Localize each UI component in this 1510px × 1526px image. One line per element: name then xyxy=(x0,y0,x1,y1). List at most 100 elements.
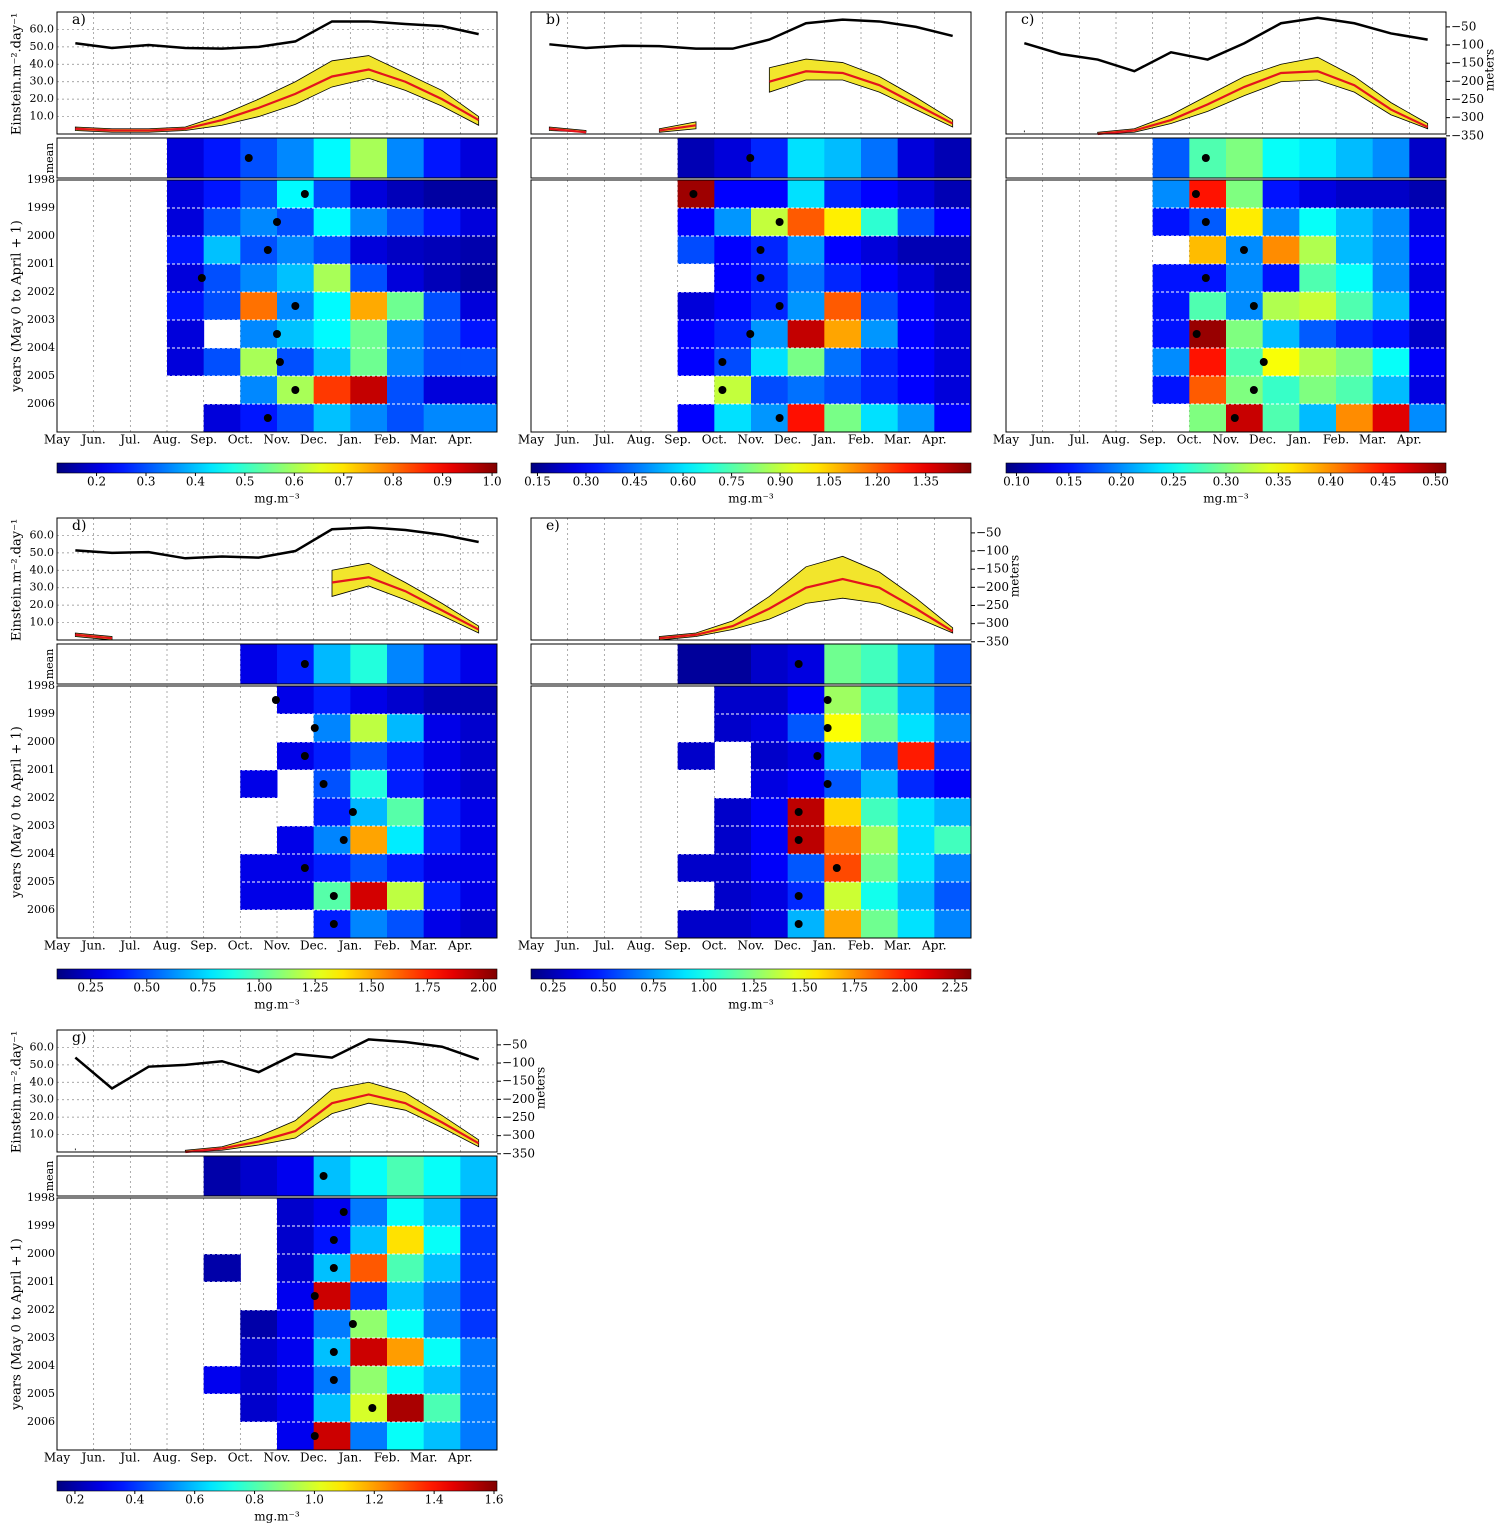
colorbar xyxy=(1005,462,1447,474)
y-tick-label: 40.0 xyxy=(30,57,55,70)
year-label: 2005 xyxy=(27,1387,55,1400)
colorbar xyxy=(530,462,972,474)
x-tick-label: Aug. xyxy=(626,939,655,953)
bloom-dot xyxy=(1239,246,1248,254)
heatmap-cell xyxy=(167,348,205,376)
heatmap-cell xyxy=(203,1366,241,1394)
heatmap-cell xyxy=(1152,320,1190,348)
y2-tick-label: −200 xyxy=(1451,74,1484,88)
heatmap-cell xyxy=(387,348,425,376)
heatmap-cell xyxy=(423,320,461,348)
heatmap-cell xyxy=(897,854,935,882)
bloom-dot xyxy=(718,386,727,394)
y2-tick-label: −150 xyxy=(502,1074,535,1088)
x-tick-label: Apr. xyxy=(1396,433,1422,447)
heatmap-cell xyxy=(897,404,935,432)
heatmap-cell xyxy=(934,264,972,292)
colorbar-tick-label: 0.45 xyxy=(1370,475,1397,489)
heatmap-cell xyxy=(460,348,498,376)
heatmap-cell xyxy=(1372,264,1410,292)
heatmap-cell xyxy=(460,1198,498,1226)
y-tick-label: 50.0 xyxy=(30,546,55,559)
heatmap-cell xyxy=(350,882,388,910)
heatmap-cell xyxy=(1226,264,1264,292)
bloom-dot xyxy=(823,696,832,704)
heatmap-cell xyxy=(387,1394,425,1422)
par-range-band xyxy=(768,58,954,128)
y-axis-label: Einstein.m⁻².day⁻¹ xyxy=(10,13,25,135)
mean-cell xyxy=(460,644,498,684)
heatmap-cell xyxy=(460,854,498,882)
heatmap-cell xyxy=(240,292,278,320)
mean-cell xyxy=(1226,138,1264,178)
heatmap-cell xyxy=(861,320,899,348)
mean-cell xyxy=(787,644,825,684)
colorbar-tick-label: 1.00 xyxy=(246,981,273,995)
heatmap-cell xyxy=(277,1310,315,1338)
heatmap-cell xyxy=(240,1394,278,1422)
heatmap-cell xyxy=(934,236,972,264)
heatmap-cell xyxy=(897,180,935,208)
mean-cell xyxy=(350,138,388,178)
heatmap-cell xyxy=(1409,264,1447,292)
colorbar-tick-label: 0.50 xyxy=(1422,475,1449,489)
year-label: 2000 xyxy=(27,1247,55,1260)
heatmap-cell xyxy=(861,742,899,770)
par-range-band xyxy=(184,1081,480,1153)
heatmap-cell xyxy=(1152,180,1190,208)
heatmap-cell xyxy=(787,910,825,938)
mean-cell xyxy=(677,138,715,178)
y-tick-label: 20.0 xyxy=(30,598,55,611)
x-tick-label: Feb. xyxy=(1323,433,1349,447)
colorbar-tick-label: 1.25 xyxy=(741,981,768,995)
x-tick-label: May xyxy=(518,939,544,953)
heatmap-cell xyxy=(751,826,789,854)
bloom-dot xyxy=(689,190,698,198)
y2-tick-label: −250 xyxy=(976,598,1009,612)
heatmap-cell xyxy=(313,348,351,376)
heatmap-cell xyxy=(350,1366,388,1394)
heatmap-cell xyxy=(1152,264,1190,292)
y2-tick-label: −350 xyxy=(1451,128,1484,142)
heatmap-cell xyxy=(423,348,461,376)
y2-tick-label: −250 xyxy=(1451,92,1484,106)
colorbar-tick-label: 0.2 xyxy=(65,1493,84,1507)
heatmap-cell xyxy=(460,1366,498,1394)
year-label: 1999 xyxy=(27,707,55,720)
heatmap-cell xyxy=(787,320,825,348)
mean-frame xyxy=(530,643,972,685)
heatmap-cell xyxy=(1262,236,1300,264)
heatmap-cell xyxy=(350,292,388,320)
heatmap-cell xyxy=(423,1394,461,1422)
mean-cell xyxy=(387,1156,425,1196)
heatmap-cell xyxy=(861,686,899,714)
heatmap-cell xyxy=(460,826,498,854)
bloom-dot xyxy=(300,752,309,760)
heatmap-cell xyxy=(350,770,388,798)
heatmap-cell xyxy=(387,826,425,854)
heatmap-cell xyxy=(240,208,278,236)
heatmap-cell xyxy=(350,404,388,432)
colorbar-tick-label: 0.8 xyxy=(384,475,403,489)
heatmap-cell xyxy=(460,264,498,292)
heatmap-cell xyxy=(1336,208,1374,236)
heatmap-cell xyxy=(387,882,425,910)
heatmap-cell xyxy=(714,714,752,742)
heatmap-cell xyxy=(824,798,862,826)
panel-label: a) xyxy=(72,12,86,28)
heatmap-cell xyxy=(677,208,715,236)
mld-line xyxy=(549,18,953,50)
heatmap-cell xyxy=(787,348,825,376)
x-tick-label: Jan. xyxy=(811,433,837,447)
colorbar-tick-label: 0.40 xyxy=(1317,475,1344,489)
mean-bloom-dot xyxy=(794,660,803,668)
y2-tick-label: −50 xyxy=(1451,19,1476,33)
bloom-dot xyxy=(329,1236,338,1244)
heatmap-cell xyxy=(751,882,789,910)
heatmap-cell xyxy=(350,910,388,938)
year-label: 1999 xyxy=(27,201,55,214)
colorbar xyxy=(530,968,972,980)
panel-label: g) xyxy=(72,1030,86,1046)
x-tick-label: Mar. xyxy=(884,939,912,953)
